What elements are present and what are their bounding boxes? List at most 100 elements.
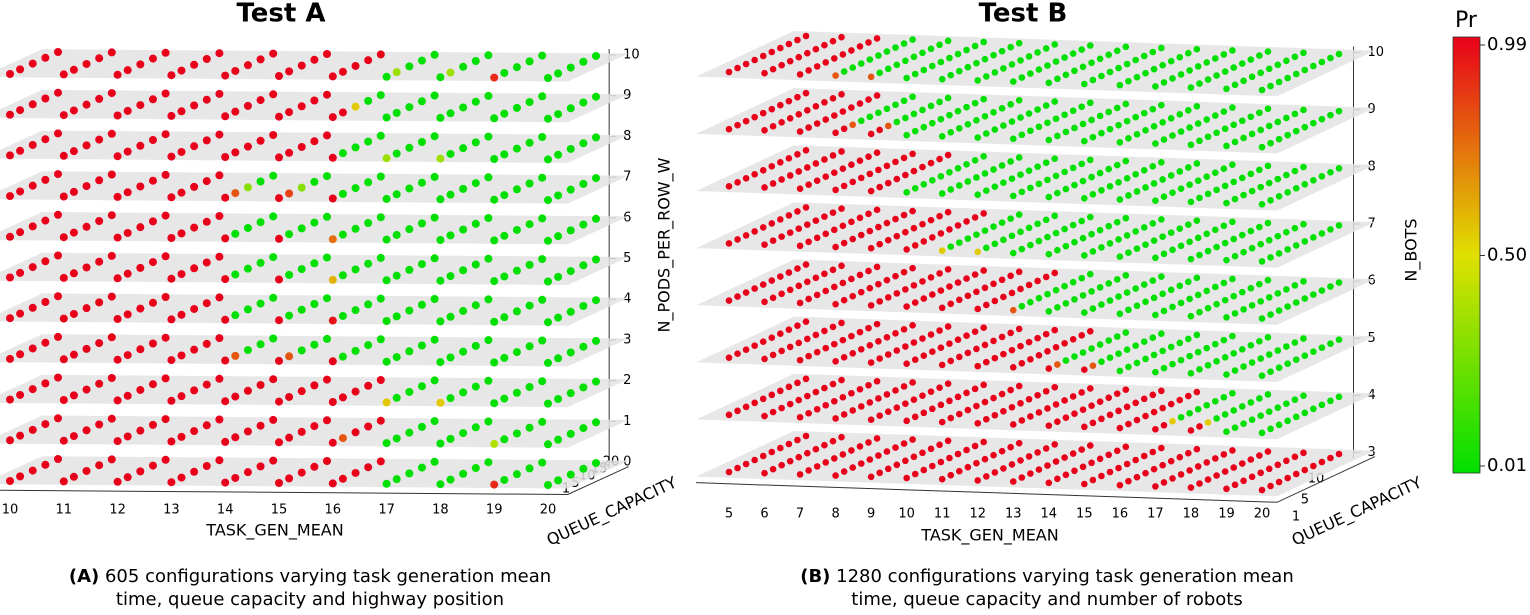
data-point bbox=[1116, 481, 1124, 489]
data-point bbox=[1116, 367, 1124, 375]
data-point bbox=[1159, 119, 1166, 126]
data-point bbox=[785, 154, 793, 162]
data-point bbox=[1223, 428, 1230, 435]
data-point bbox=[1310, 405, 1317, 413]
data-point bbox=[998, 276, 1006, 284]
data-point bbox=[1008, 118, 1016, 125]
data-point bbox=[351, 265, 360, 274]
data-point bbox=[1062, 300, 1070, 307]
data-point bbox=[883, 448, 891, 455]
data-point bbox=[1149, 334, 1157, 342]
data-point bbox=[392, 230, 401, 239]
data-point bbox=[338, 108, 347, 117]
data-point bbox=[1240, 306, 1247, 313]
data-point bbox=[161, 293, 170, 301]
data-point bbox=[538, 255, 547, 264]
data-point bbox=[1062, 414, 1070, 421]
data-point bbox=[1042, 216, 1050, 224]
data-point bbox=[167, 111, 176, 120]
data-point bbox=[328, 357, 337, 366]
data-point bbox=[107, 374, 116, 382]
data-point bbox=[123, 66, 132, 75]
data-point bbox=[28, 425, 37, 434]
data-point bbox=[69, 65, 78, 74]
data-point bbox=[167, 356, 176, 365]
data-point bbox=[392, 434, 401, 443]
data-point bbox=[938, 361, 946, 369]
data-point bbox=[1098, 186, 1105, 194]
data-point bbox=[1017, 285, 1024, 293]
data-point bbox=[751, 399, 758, 407]
data-point bbox=[382, 357, 391, 366]
data-point bbox=[936, 384, 943, 391]
data-point bbox=[1125, 363, 1132, 371]
data-point bbox=[1132, 113, 1139, 121]
data-point bbox=[484, 91, 493, 100]
data-point bbox=[1140, 224, 1148, 231]
data-point bbox=[500, 313, 509, 322]
data-point bbox=[28, 181, 37, 190]
data-point bbox=[1284, 188, 1291, 196]
data-point bbox=[1000, 465, 1007, 472]
data-point bbox=[269, 253, 278, 262]
data-point bbox=[59, 192, 68, 201]
data-point bbox=[832, 472, 839, 479]
data-point bbox=[6, 354, 14, 363]
data-point bbox=[1248, 73, 1256, 81]
data-point bbox=[338, 311, 347, 320]
data-point bbox=[148, 380, 157, 389]
x-tick-label: 9 bbox=[867, 507, 875, 522]
data-point bbox=[123, 432, 132, 441]
data-point bbox=[1133, 473, 1141, 481]
data-point bbox=[231, 433, 240, 442]
data-point bbox=[1176, 339, 1184, 347]
data-point bbox=[544, 481, 552, 489]
data-point bbox=[920, 466, 928, 474]
data-point bbox=[794, 322, 801, 330]
data-point bbox=[1223, 314, 1230, 321]
data-point bbox=[1069, 278, 1077, 286]
data-point bbox=[963, 332, 970, 340]
data-point bbox=[459, 429, 468, 438]
data-point bbox=[554, 232, 563, 241]
data-point bbox=[893, 404, 901, 411]
data-point bbox=[107, 48, 116, 57]
data-point bbox=[500, 191, 509, 200]
data-point bbox=[1300, 278, 1307, 285]
data-point bbox=[982, 415, 990, 423]
data-point bbox=[82, 426, 91, 435]
data-point bbox=[1193, 331, 1201, 339]
data-point bbox=[883, 105, 891, 113]
data-point bbox=[446, 149, 455, 158]
data-point bbox=[221, 71, 230, 80]
data-point bbox=[1150, 351, 1158, 359]
data-point bbox=[1158, 444, 1165, 452]
data-point bbox=[430, 213, 439, 222]
data-point bbox=[351, 346, 360, 355]
data-point bbox=[1301, 352, 1309, 360]
layer-plane bbox=[0, 293, 629, 326]
data-point bbox=[190, 427, 199, 436]
data-point bbox=[1196, 366, 1203, 373]
data-point bbox=[1018, 245, 1026, 253]
data-point bbox=[1007, 329, 1014, 337]
data-point bbox=[1079, 349, 1087, 356]
data-point bbox=[947, 300, 955, 308]
data-point bbox=[1267, 311, 1274, 318]
data-point bbox=[177, 147, 186, 156]
data-point bbox=[69, 187, 78, 196]
data-point bbox=[867, 302, 875, 309]
data-point bbox=[1275, 192, 1283, 200]
data-point bbox=[446, 353, 455, 362]
data-point bbox=[1167, 343, 1175, 351]
data-point bbox=[1149, 220, 1157, 227]
data-point bbox=[1125, 477, 1132, 485]
data-point bbox=[382, 398, 391, 407]
data-point bbox=[351, 184, 360, 193]
data-point bbox=[1096, 55, 1104, 63]
data-point bbox=[866, 113, 874, 121]
data-point bbox=[839, 108, 847, 115]
data-point bbox=[1125, 77, 1132, 85]
data-point bbox=[936, 212, 943, 220]
data-point bbox=[512, 225, 521, 234]
